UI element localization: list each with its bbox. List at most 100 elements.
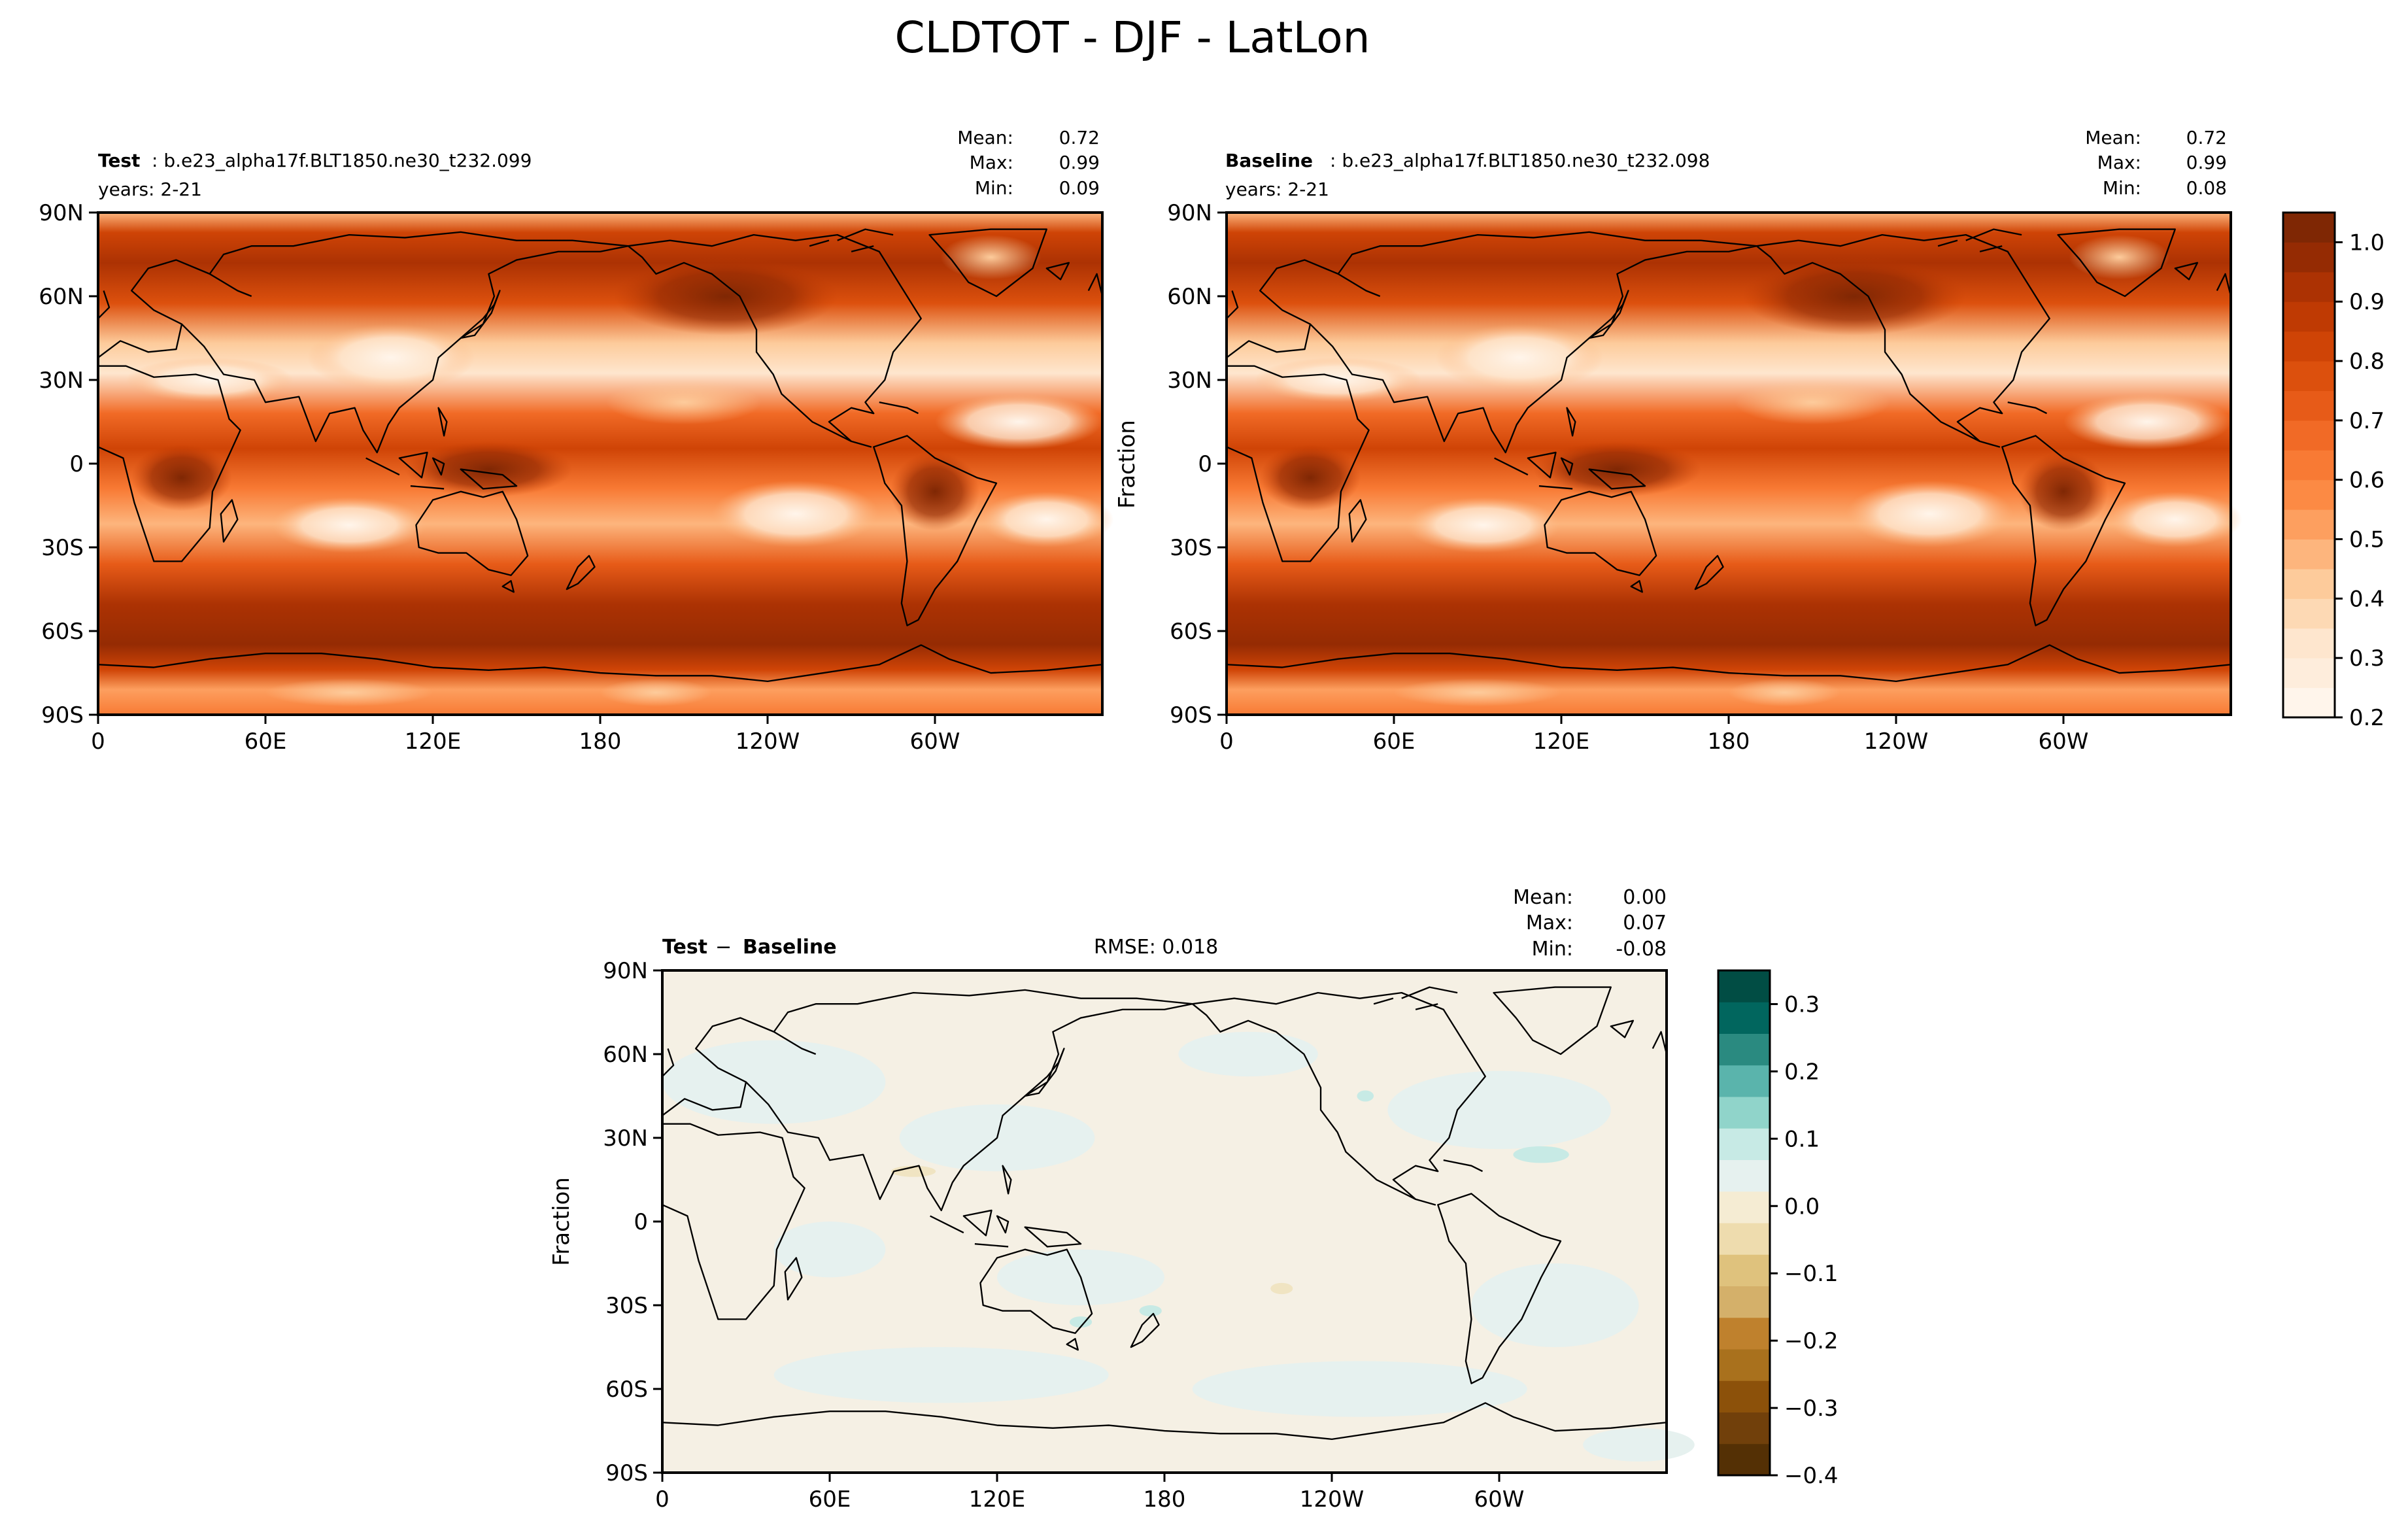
baseline-map-field: [1225, 213, 2243, 715]
baseline-ytick-label: 90S: [1170, 702, 1212, 728]
figure-title: CLDTOT - DJF - LatLon: [895, 12, 1370, 63]
bottom-colorbar-level: [1718, 1159, 1770, 1192]
difference-x-axis: 0 60E 120E 180 120W 60W: [655, 1473, 1524, 1513]
baseline-map-panel: Baseline : b.e23_alpha17f.BLT1850.ne30_t…: [1114, 127, 2243, 755]
difference-xtick-label: 180: [1144, 1486, 1186, 1513]
bottom-colorbar-level: [1718, 1065, 1770, 1097]
test-x-axis: 0 60E 120E 180 120W 60W: [91, 715, 960, 755]
top-colorbar: 1.0 0.9 0.8 0.7 0.6 0.5 0.4 0.3 0.2: [2282, 211, 2384, 731]
test-ytick-label: 30S: [41, 535, 84, 561]
difference-xtick-label: 0: [655, 1486, 670, 1513]
test-xtick-label: 0: [91, 728, 105, 755]
bottom-colorbar-level: [1718, 1128, 1770, 1160]
top-colorbar-level: [2283, 331, 2335, 362]
difference-stats-min-label: Min:: [1532, 938, 1573, 961]
test-stats: Mean: 0.72 Max: 0.99 Min: 0.09: [957, 127, 1100, 199]
bottom-colorbar-level: [1718, 1286, 1770, 1318]
bottom-colorbar-tick-label: −0.4: [1784, 1463, 1839, 1489]
bottom-colorbar-tick-label: 0.3: [1784, 991, 1820, 1018]
baseline-ytick-label: 60N: [1167, 284, 1212, 310]
top-colorbar-tick-label: 0.4: [2349, 586, 2384, 612]
top-colorbar-level: [2283, 213, 2335, 243]
top-colorbar-level: [2283, 658, 2335, 689]
bottom-colorbar-tick-label: 0.0: [1784, 1193, 1820, 1220]
difference-stats-max: 0.07: [1623, 912, 1667, 934]
test-xtick-label: 180: [579, 728, 622, 755]
baseline-stats-max: 0.99: [2186, 152, 2227, 173]
bottom-colorbar-level: [1718, 1191, 1770, 1223]
test-xtick-label: 120E: [405, 728, 461, 755]
test-stats-max-label: Max:: [970, 152, 1013, 173]
baseline-xtick-label: 0: [1219, 728, 1234, 755]
bottom-colorbar-level: [1718, 1097, 1770, 1129]
top-colorbar-tick-label: 0.9: [2349, 289, 2384, 315]
top-colorbar-tick-label: 0.7: [2349, 408, 2384, 434]
baseline-ytick-label: 30N: [1167, 368, 1212, 394]
test-xtick-label: 60E: [245, 728, 287, 755]
difference-ytick-label: 90S: [605, 1460, 648, 1486]
top-colorbar-level: [2283, 598, 2335, 629]
top-colorbar-level: [2283, 242, 2335, 273]
baseline-xtick-label: 120W: [1864, 728, 1929, 755]
top-colorbar-level: [2283, 509, 2335, 540]
difference-ylabel: Fraction: [549, 1177, 575, 1266]
test-map-field: [97, 213, 1114, 715]
test-ytick-label: 60N: [39, 284, 84, 310]
difference-ytick-label: 30S: [605, 1293, 648, 1319]
difference-ytick-label: 90N: [603, 958, 648, 984]
top-colorbar-level: [2283, 271, 2335, 302]
bottom-colorbar-tick-label: 0.1: [1784, 1126, 1820, 1152]
baseline-x-axis: 0 60E 120E 180 120W 60W: [1219, 715, 2088, 755]
top-colorbar-level: [2283, 420, 2335, 451]
test-stats-mean-label: Mean:: [957, 127, 1013, 148]
test-stats-min-label: Min:: [975, 177, 1013, 199]
difference-stats-min: -0.08: [1616, 938, 1667, 961]
bottom-colorbar-level: [1718, 1443, 1770, 1476]
difference-stats-mean: 0.00: [1623, 886, 1667, 909]
bottom-colorbar-level: [1718, 1317, 1770, 1350]
test-stats-mean: 0.72: [1059, 127, 1100, 148]
difference-xtick-label: 60E: [809, 1486, 851, 1513]
difference-ytick-label: 60N: [603, 1042, 648, 1068]
baseline-xtick-label: 180: [1708, 728, 1750, 755]
difference-y-axis: 90N 60N 30N 0 30S 60S 90S: [603, 958, 662, 1486]
baseline-xtick-label: 60E: [1373, 728, 1416, 755]
difference-rmse: RMSE: 0.018: [1094, 936, 1218, 959]
top-colorbar-tick-label: 0.5: [2349, 527, 2384, 553]
top-colorbar-level: [2283, 539, 2335, 570]
difference-label-test: Test: [662, 936, 707, 959]
bottom-colorbar-level: [1718, 1002, 1770, 1034]
test-years: years: 2-21: [98, 179, 202, 200]
bottom-colorbar-level: [1718, 1349, 1770, 1381]
test-y-axis: 90N 60N 30N 0 30S 60S 90S: [39, 200, 98, 728]
bottom-colorbar: 0.3 0.2 0.1 0.0 −0.1 −0.2 −0.3 −0.4: [1717, 969, 1839, 1489]
difference-ytick-label: 60S: [605, 1377, 648, 1403]
baseline-ytick-label: 30S: [1170, 535, 1212, 561]
bottom-colorbar-level: [1718, 1412, 1770, 1445]
top-colorbar-level: [2283, 450, 2335, 481]
test-ytick-label: 0: [69, 451, 84, 477]
difference-xtick-label: 60W: [1474, 1486, 1525, 1513]
top-colorbar-level: [2283, 361, 2335, 391]
bottom-colorbar-frame: [1717, 969, 1771, 1477]
baseline-label-case: : b.e23_alpha17f.BLT1850.ne30_t232.098: [1330, 150, 1710, 171]
baseline-stats-min-label: Min:: [2103, 177, 2141, 199]
top-colorbar-tick-label: 0.3: [2349, 645, 2384, 672]
test-ytick-label: 60S: [41, 619, 84, 645]
baseline-stats-min: 0.08: [2186, 177, 2227, 199]
baseline-ytick-label: 0: [1198, 451, 1212, 477]
bottom-colorbar-level: [1718, 1254, 1770, 1286]
test-ytick-label: 90N: [39, 200, 84, 226]
baseline-years: years: 2-21: [1225, 179, 1329, 200]
top-colorbar-tick-label: 0.8: [2349, 349, 2384, 375]
test-xtick-label: 60W: [910, 728, 960, 755]
baseline-stats: Mean: 0.72 Max: 0.99 Min: 0.08: [2085, 127, 2227, 199]
difference-label: Test − Baseline: [662, 936, 837, 959]
top-colorbar-level: [2283, 687, 2335, 718]
top-colorbar-label: Fraction: [1114, 420, 1140, 509]
bottom-colorbar-tick-label: 0.2: [1784, 1059, 1820, 1085]
baseline-stats-mean: 0.72: [2186, 127, 2227, 148]
baseline-xtick-label: 120E: [1533, 728, 1589, 755]
top-colorbar-level: [2283, 390, 2335, 421]
baseline-y-axis: 90N 60N 30N 0 30S 60S 90S: [1167, 200, 1227, 728]
